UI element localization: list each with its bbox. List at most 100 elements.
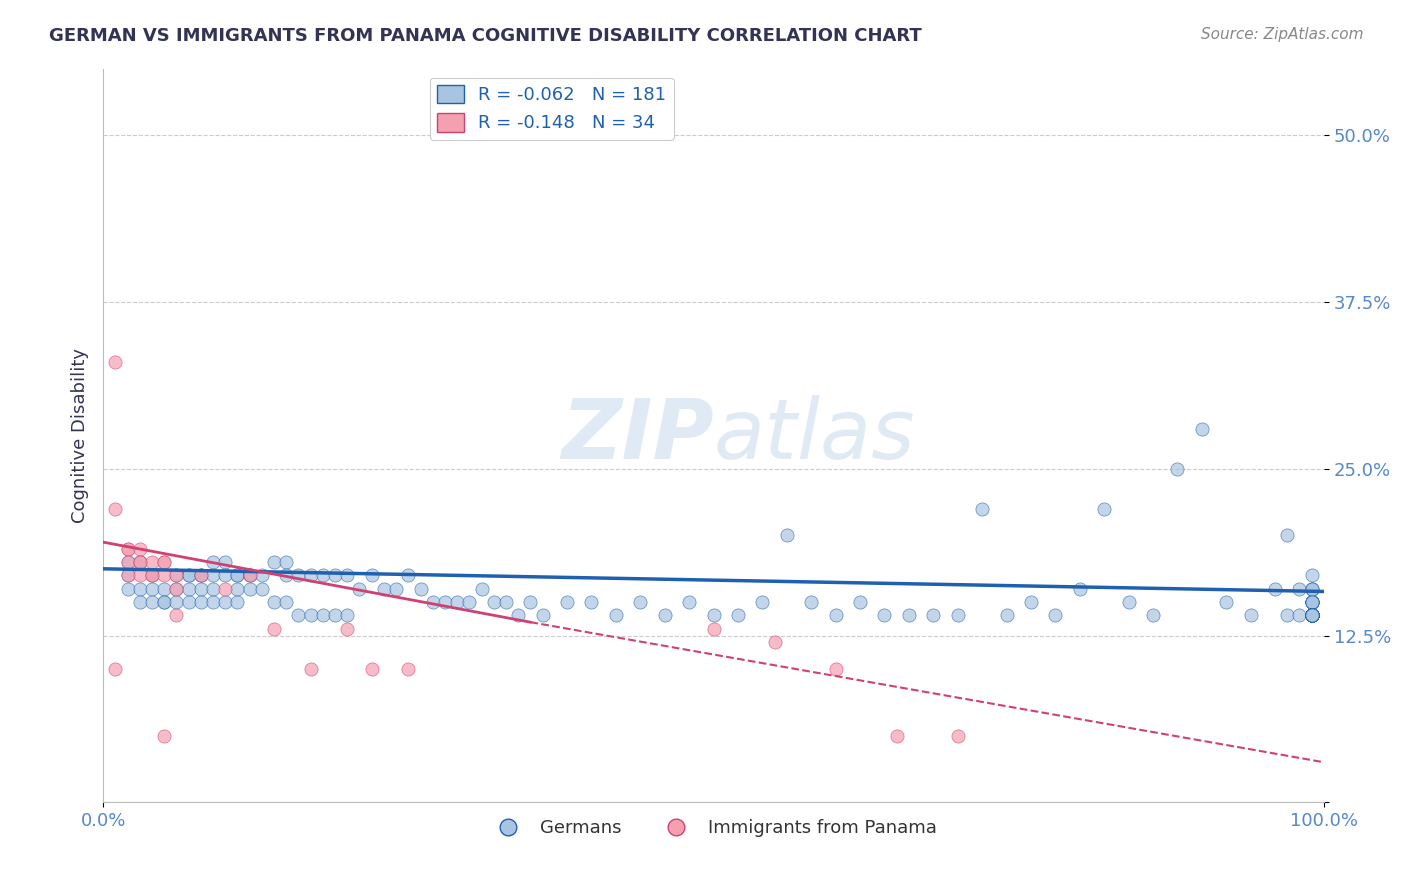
Text: ZIP: ZIP <box>561 395 713 476</box>
Point <box>1118 595 1140 609</box>
Point <box>1301 608 1323 623</box>
Point <box>482 595 505 609</box>
Point <box>177 595 200 609</box>
Point <box>190 582 212 596</box>
Point <box>141 582 163 596</box>
Point <box>1301 595 1323 609</box>
Point <box>1069 582 1091 596</box>
Point <box>970 501 993 516</box>
Point <box>396 568 419 582</box>
Point <box>1301 568 1323 582</box>
Point <box>1301 608 1323 623</box>
Point <box>1301 608 1323 623</box>
Point <box>177 568 200 582</box>
Text: Source: ZipAtlas.com: Source: ZipAtlas.com <box>1201 27 1364 42</box>
Point <box>263 595 285 609</box>
Point <box>117 555 139 569</box>
Point <box>128 555 150 569</box>
Point <box>702 622 724 636</box>
Text: GERMAN VS IMMIGRANTS FROM PANAMA COGNITIVE DISABILITY CORRELATION CHART: GERMAN VS IMMIGRANTS FROM PANAMA COGNITI… <box>49 27 922 45</box>
Point <box>396 662 419 676</box>
Point <box>702 608 724 623</box>
Point <box>299 568 322 582</box>
Point <box>1301 608 1323 623</box>
Point <box>605 608 627 623</box>
Point <box>323 568 346 582</box>
Point <box>1301 595 1323 609</box>
Point <box>226 582 249 596</box>
Point <box>153 595 176 609</box>
Point <box>128 555 150 569</box>
Point <box>776 528 799 542</box>
Point <box>141 595 163 609</box>
Point <box>1288 608 1310 623</box>
Point <box>141 568 163 582</box>
Point <box>1277 528 1299 542</box>
Point <box>1301 608 1323 623</box>
Point <box>141 568 163 582</box>
Point <box>1301 608 1323 623</box>
Point <box>1166 462 1188 476</box>
Point <box>873 608 896 623</box>
Point <box>190 595 212 609</box>
Point <box>312 568 335 582</box>
Point <box>128 595 150 609</box>
Point <box>226 595 249 609</box>
Point <box>824 662 846 676</box>
Point <box>800 595 823 609</box>
Point <box>190 568 212 582</box>
Point <box>1301 608 1323 623</box>
Point <box>128 541 150 556</box>
Point <box>446 595 468 609</box>
Point <box>422 595 444 609</box>
Point <box>239 568 262 582</box>
Point <box>201 568 224 582</box>
Point <box>190 568 212 582</box>
Point <box>1301 608 1323 623</box>
Point <box>117 541 139 556</box>
Point <box>897 608 920 623</box>
Point <box>1142 608 1164 623</box>
Point <box>1191 422 1213 436</box>
Point <box>1301 608 1323 623</box>
Point <box>409 582 432 596</box>
Point <box>1301 595 1323 609</box>
Point <box>276 555 298 569</box>
Point <box>165 582 187 596</box>
Point <box>323 608 346 623</box>
Point <box>1301 608 1323 623</box>
Point <box>1301 608 1323 623</box>
Point <box>1301 608 1323 623</box>
Point <box>1301 608 1323 623</box>
Point <box>824 608 846 623</box>
Point <box>287 568 309 582</box>
Point <box>1301 608 1323 623</box>
Point <box>1301 608 1323 623</box>
Point <box>117 568 139 582</box>
Point <box>886 729 908 743</box>
Point <box>1215 595 1237 609</box>
Point <box>128 568 150 582</box>
Point <box>299 662 322 676</box>
Point <box>336 608 359 623</box>
Point <box>1301 608 1323 623</box>
Point <box>165 568 187 582</box>
Point <box>117 555 139 569</box>
Point <box>360 568 382 582</box>
Point <box>1301 608 1323 623</box>
Point <box>1301 608 1323 623</box>
Point <box>471 582 494 596</box>
Point <box>1301 608 1323 623</box>
Point <box>1240 608 1263 623</box>
Point <box>250 582 273 596</box>
Point <box>117 582 139 596</box>
Point <box>1301 608 1323 623</box>
Point <box>508 608 530 623</box>
Point <box>287 608 309 623</box>
Point <box>1301 608 1323 623</box>
Point <box>128 555 150 569</box>
Point <box>1301 608 1323 623</box>
Point <box>433 595 456 609</box>
Point <box>1045 608 1067 623</box>
Point <box>104 662 127 676</box>
